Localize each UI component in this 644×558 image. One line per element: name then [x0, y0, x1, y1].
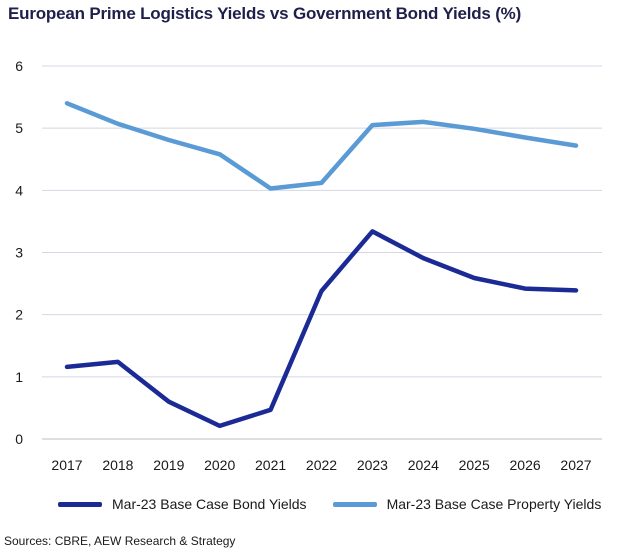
- series-line-bond-yields: [64, 229, 579, 429]
- x-tick-label: 2020: [204, 457, 235, 473]
- y-tick-label: 1: [15, 369, 23, 385]
- legend-swatch-property-yields: [332, 501, 377, 507]
- legend-swatch-bond-yields: [58, 501, 102, 507]
- y-tick-label: 6: [15, 58, 23, 74]
- legend: Mar-23 Base Case Bond Yields Mar-23 Base…: [58, 496, 601, 512]
- x-tick-label: 2017: [51, 457, 82, 473]
- x-tick-label: 2018: [102, 457, 133, 473]
- y-tick-label: 3: [15, 245, 23, 261]
- line-chart: 0 1 2 3 4 5 6 2017 2018 2019 2020 2021 2022 2023 2024…: [15, 58, 602, 473]
- y-tick-label: 4: [15, 182, 23, 198]
- y-tick-label: 0: [15, 431, 23, 447]
- x-tick-label: 2027: [560, 457, 591, 473]
- x-tick-label: 2022: [306, 457, 337, 473]
- legend-label-bond-yields: Mar-23 Base Case Bond Yields: [112, 496, 307, 512]
- source-note: Sources: CBRE, AEW Research & Strategy: [4, 534, 236, 548]
- series-lines: [64, 101, 579, 429]
- chart-title: European Prime Logistics Yields vs Gover…: [8, 4, 522, 23]
- y-tick-label: 5: [15, 120, 23, 136]
- x-tick-label: 2023: [357, 457, 388, 473]
- legend-label-property-yields: Mar-23 Base Case Property Yields: [386, 496, 602, 512]
- y-axis-ticks: 0 1 2 3 4 5 6: [15, 58, 23, 447]
- x-tick-label: 2024: [408, 457, 439, 473]
- gridlines: [42, 65, 602, 440]
- y-tick-label: 2: [15, 307, 23, 323]
- series-line-property-yields: [64, 101, 579, 191]
- legend-item-bond-yields: Mar-23 Base Case Bond Yields: [58, 496, 307, 512]
- legend-item-property-yields: Mar-23 Base Case Property Yields: [332, 496, 602, 512]
- x-tick-label: 2026: [510, 457, 541, 473]
- x-axis-ticks: 2017 2018 2019 2020 2021 2022 2023 2024 2025 2026…: [51, 457, 591, 473]
- x-tick-label: 2025: [459, 457, 490, 473]
- x-tick-label: 2021: [255, 457, 286, 473]
- x-tick-label: 2019: [153, 457, 184, 473]
